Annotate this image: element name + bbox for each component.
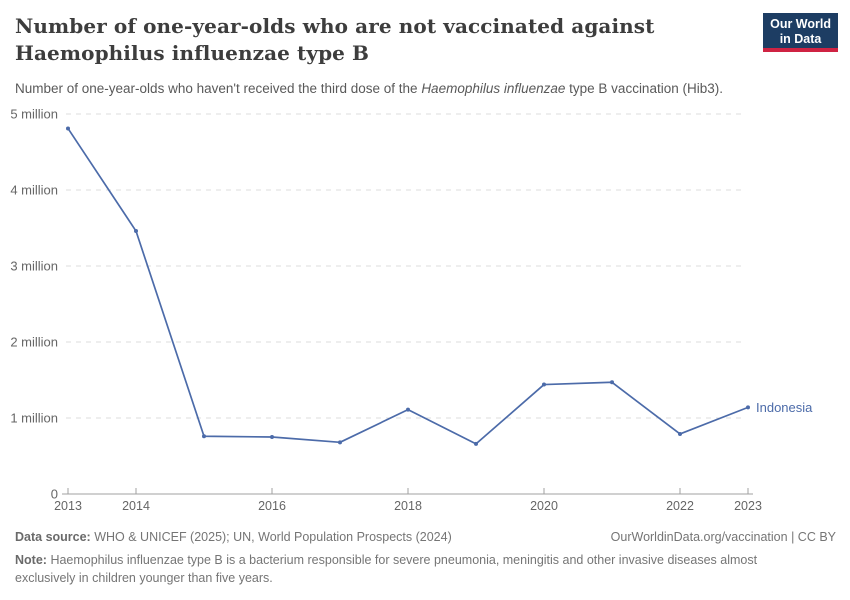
note-text: Haemophilus influenzae type B is a bacte…	[15, 553, 758, 585]
data-point	[134, 229, 138, 234]
y-tick-label: 1 million	[10, 411, 58, 426]
series-label[interactable]: Indonesia	[756, 400, 813, 415]
y-tick-label: 5 million	[10, 107, 58, 122]
y-tick-label: 2 million	[10, 335, 58, 350]
logo-background	[763, 13, 838, 52]
y-tick-label: 3 million	[10, 259, 58, 274]
attribution[interactable]: OurWorldinData.org/vaccination | CC BY	[611, 529, 836, 545]
y-tick-label: 0	[51, 487, 58, 502]
chart-note: Note: Haemophilus influenzae type B is a…	[15, 552, 805, 587]
data-point	[66, 126, 70, 131]
data-source-text: WHO & UNICEF (2025); UN, World Populatio…	[94, 530, 452, 544]
subtitle-text: Number of one-year-olds who haven't rece…	[15, 81, 422, 96]
data-source: Data source: WHO & UNICEF (2025); UN, Wo…	[15, 529, 452, 545]
x-tick-label: 2020	[530, 499, 558, 513]
data-point	[270, 435, 274, 439]
data-point	[202, 434, 206, 439]
data-point	[406, 407, 410, 412]
logo-red-stripe	[763, 48, 838, 52]
y-tick-label: 4 million	[10, 183, 58, 198]
attribution-divider: |	[787, 530, 798, 544]
subtitle-italic-text: Haemophilus influenzae	[421, 81, 566, 96]
title-line-1: Number of one-year-olds who are not vacc…	[15, 14, 655, 38]
subtitle-text-end: type B vaccination (Hib3).	[565, 81, 723, 96]
series-line	[67, 127, 749, 445]
owid-link[interactable]: OurWorldinData.org/vaccination	[610, 530, 788, 544]
page-title: Number of one-year-olds who are not vacc…	[15, 13, 755, 67]
x-tick-label: 2016	[258, 499, 286, 513]
data-point	[610, 380, 614, 385]
data-source-label: Data source:	[15, 530, 91, 544]
owid-logo[interactable]: Our World in Data	[763, 13, 838, 52]
chart-header: Number of one-year-olds who are not vacc…	[15, 13, 755, 98]
chart-subtitle: Number of one-year-olds who haven't rece…	[15, 80, 755, 98]
line-chart: 0 1 million 2 million 3 million 4 million 5 m…	[10, 107, 813, 514]
license-link[interactable]: CC BY	[797, 530, 836, 544]
note-label: Note:	[15, 553, 47, 567]
chart-footer: Data source: WHO & UNICEF (2025); UN, Wo…	[15, 529, 836, 587]
data-point	[678, 431, 682, 436]
data-point	[338, 440, 342, 445]
logo-text-line-1: Our World	[770, 17, 831, 31]
logo-text-line-2: in Data	[779, 32, 822, 46]
x-tick-label: 2013	[54, 499, 82, 513]
title-line-2: Haemophilus influenzae type B	[15, 41, 370, 65]
x-tick-label: 2014	[122, 499, 150, 513]
data-point	[746, 405, 750, 410]
data-point	[474, 441, 478, 446]
x-tick-label: 2022	[666, 499, 694, 513]
x-tick-label: 2018	[394, 499, 422, 513]
data-point	[542, 382, 546, 387]
x-tick-label: 2023	[734, 499, 762, 513]
